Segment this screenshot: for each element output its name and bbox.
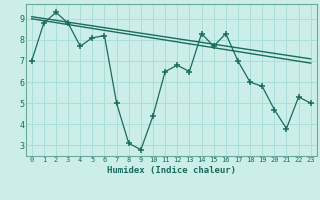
X-axis label: Humidex (Indice chaleur): Humidex (Indice chaleur)	[107, 166, 236, 175]
